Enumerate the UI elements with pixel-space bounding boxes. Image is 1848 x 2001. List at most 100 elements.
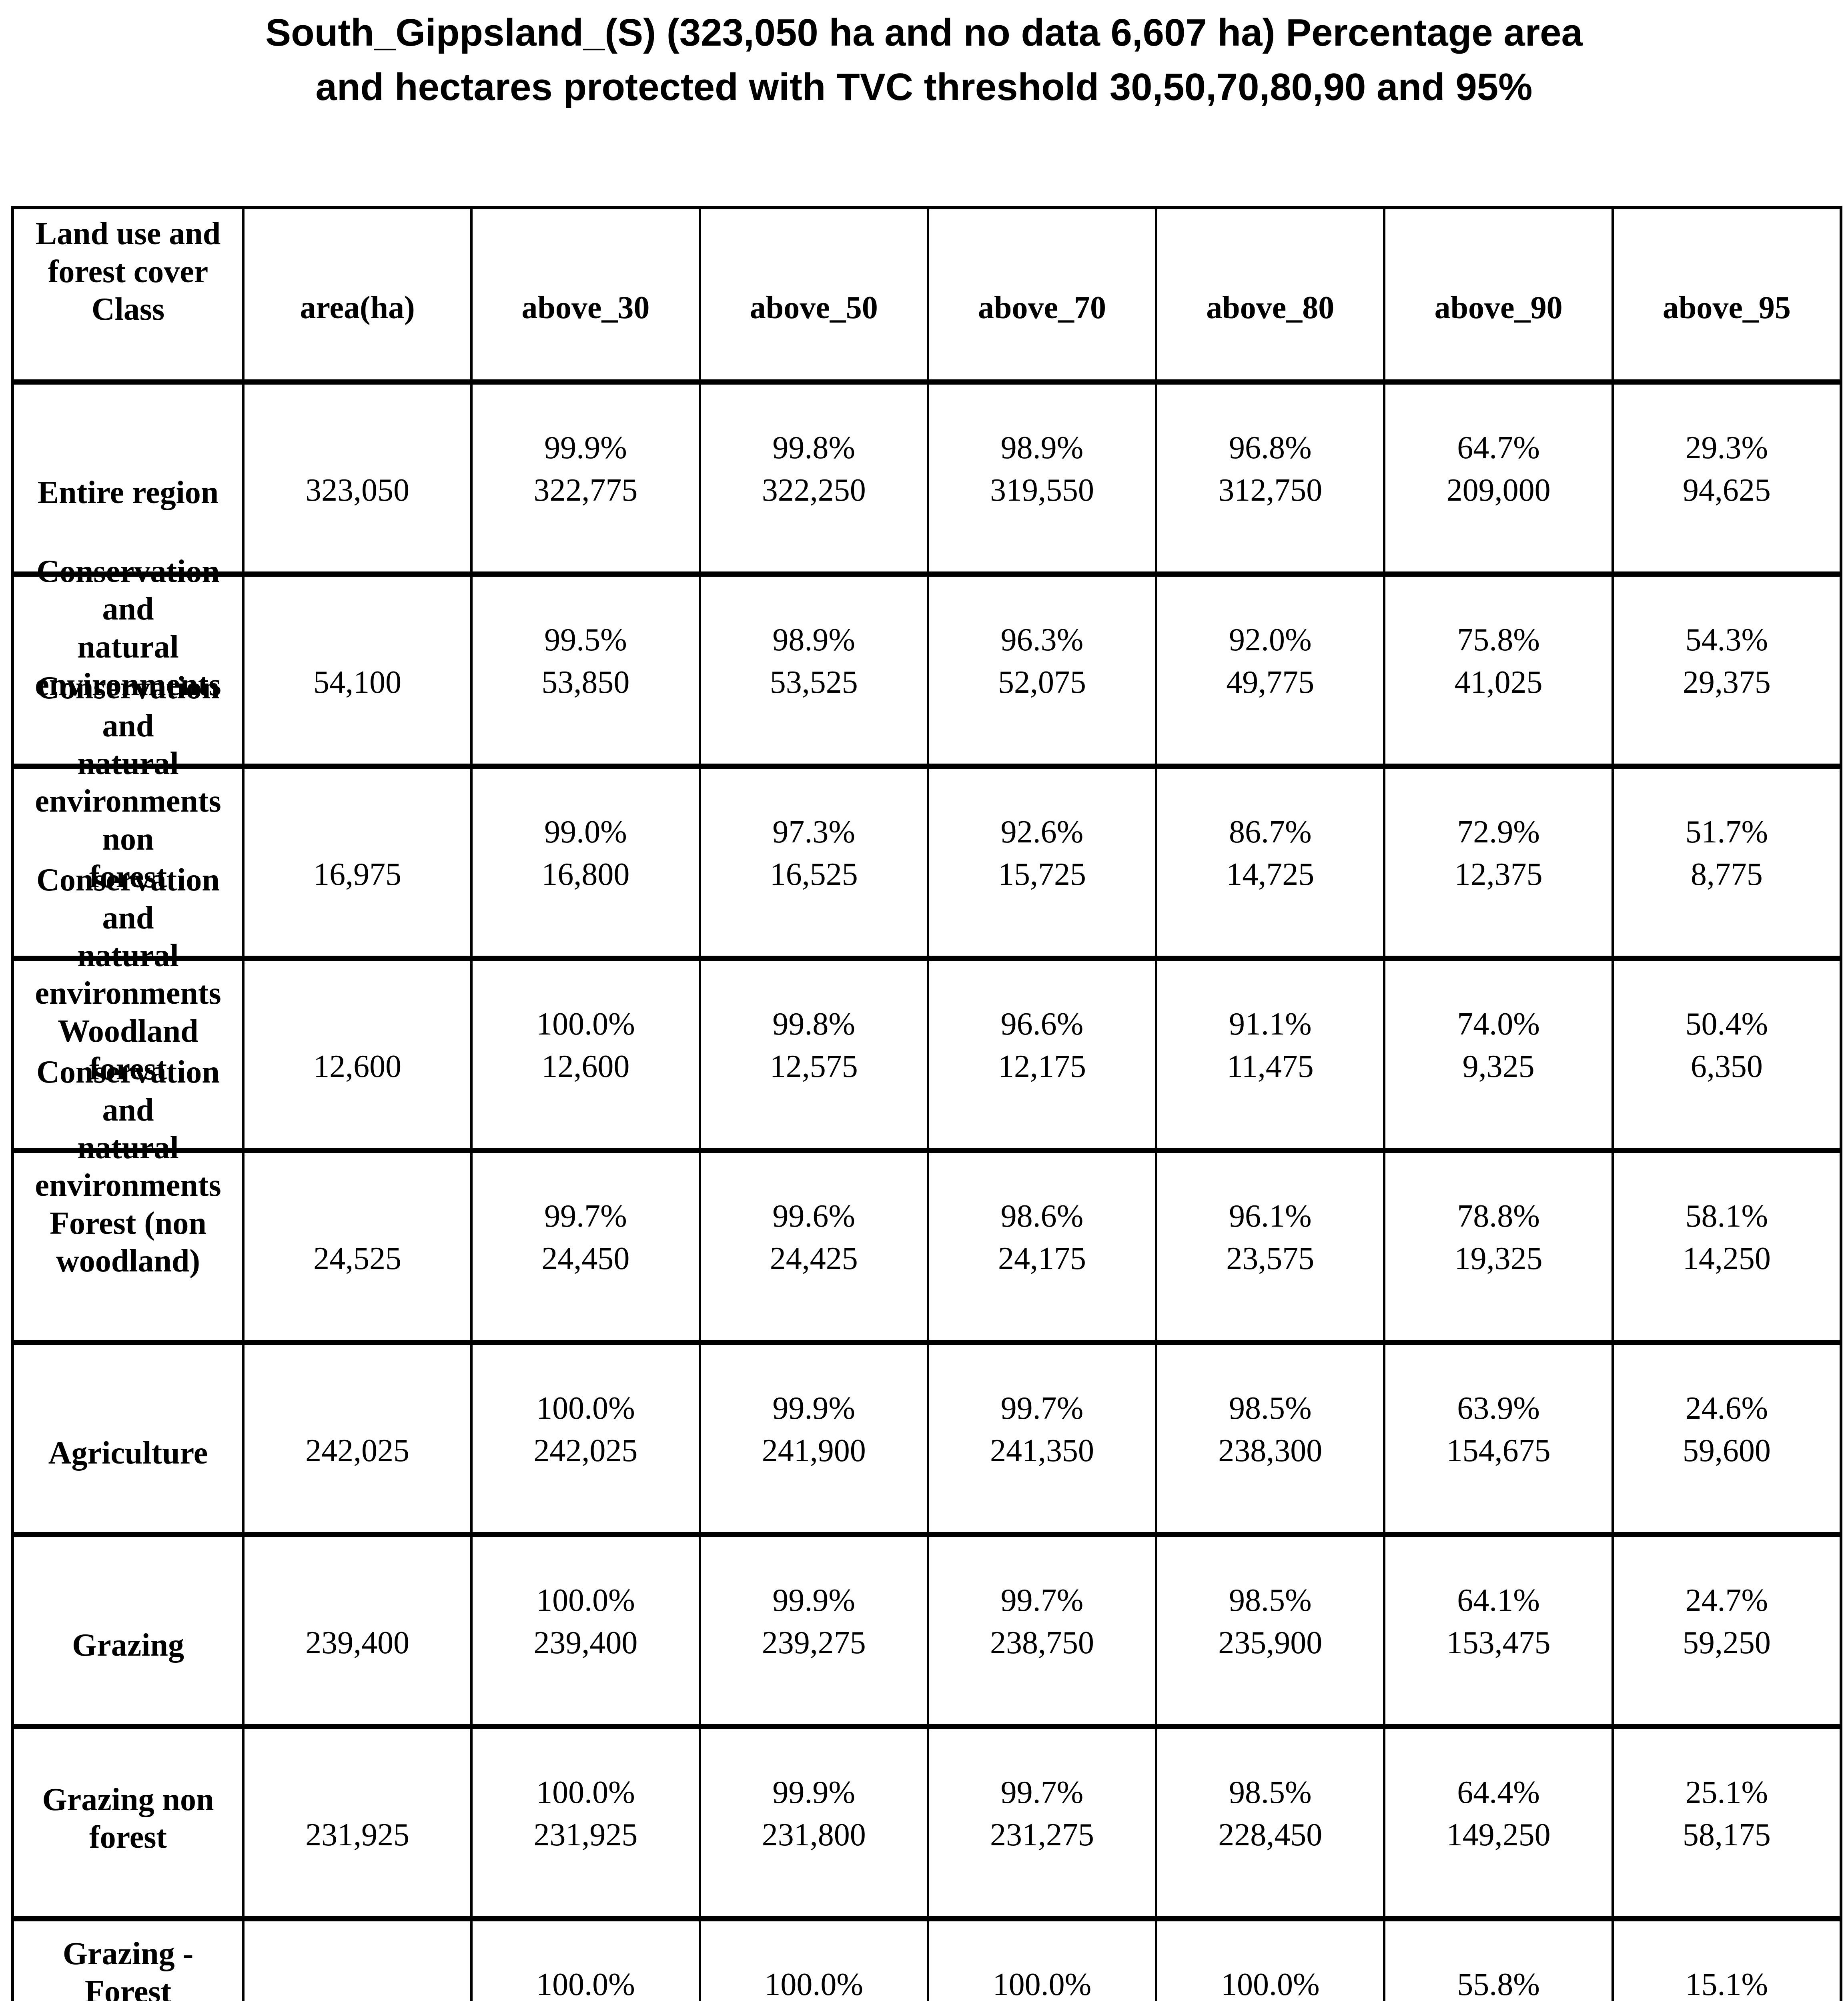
threshold-cell-text: 98.9% 319,550 <box>932 427 1152 511</box>
threshold-cell-text: 99.7% 231,275 <box>932 1772 1152 1856</box>
percent-value: 25.1% <box>1685 1775 1768 1811</box>
threshold-cell: 55.8%3,500 <box>1383 1921 1611 2001</box>
area-cell: 239,400 <box>242 1537 470 1724</box>
hectare-value: 15,725 <box>998 856 1086 892</box>
col-header: above_50 <box>698 209 927 379</box>
threshold-cell: 99.6% 24,425 <box>698 1153 927 1340</box>
threshold-cell-text: 51.7% 8,775 <box>1616 811 1837 896</box>
area-cell: 6,275 <box>242 1921 470 2001</box>
threshold-cell-text: 97.3% 16,525 <box>704 811 924 896</box>
row-label: Conservation and natural environments <box>14 554 242 764</box>
hectare-value: 8,775 <box>1690 856 1763 892</box>
percent-value: 92.0% <box>1229 622 1312 658</box>
threshold-cell-text: 99.8% 12,575 <box>704 1003 924 1088</box>
threshold-cell: 100.0%6,275 <box>926 1921 1155 2001</box>
col-header-label: Land use and forest cover Class <box>35 216 221 327</box>
threshold-cell: 100.0% 242,025 <box>470 1345 698 1532</box>
percent-value: 98.6% <box>1000 1199 1084 1234</box>
hectare-value: 154,675 <box>1446 1433 1551 1468</box>
threshold-cell: 64.4% 149,250 <box>1383 1729 1611 1916</box>
threshold-cell-text: 100.0%6,275 <box>932 1964 1152 2001</box>
percent-value: 99.7% <box>1000 1583 1084 1618</box>
percent-value: 100.0% <box>536 1391 635 1426</box>
row-label: Conservation and natural environments Wo… <box>14 862 242 1148</box>
percent-value: 100.0% <box>1221 1967 1320 2001</box>
percent-value: 64.7% <box>1457 430 1540 466</box>
row-label: Grazing <box>14 1537 242 1724</box>
threshold-cell-text: 98.9% 53,525 <box>704 619 924 704</box>
row-label-text: Agriculture <box>48 1436 208 1471</box>
percent-value: 75.8% <box>1457 622 1540 658</box>
percent-value: 51.7% <box>1685 814 1768 850</box>
threshold-cell-text: 78.8% 19,325 <box>1388 1195 1609 1280</box>
percent-value: 100.0% <box>536 1775 635 1811</box>
hectare-value: 24,175 <box>998 1241 1086 1276</box>
threshold-cell: 100.0%6,275 <box>1155 1921 1383 2001</box>
percent-value: 99.9% <box>772 1775 856 1811</box>
area-cell: 16,975 <box>242 769 470 956</box>
col-header: above_30 <box>470 209 698 379</box>
threshold-cell: 75.8% 41,025 <box>1383 577 1611 764</box>
threshold-cell-text: 50.4% 6,350 <box>1616 1003 1837 1088</box>
percent-value: 98.5% <box>1229 1391 1312 1426</box>
hectare-value: 241,900 <box>762 1433 866 1468</box>
col-header: above_70 <box>926 209 1155 379</box>
hectare-value: 14,725 <box>1226 856 1315 892</box>
percent-value: 96.6% <box>1000 1007 1084 1042</box>
threshold-cell: 99.5% 53,850 <box>470 577 698 764</box>
hectare-value: 11,475 <box>1227 1049 1314 1084</box>
col-header-label: above_90 <box>1434 290 1563 325</box>
threshold-cell-text: 58.1% 14,250 <box>1616 1195 1837 1280</box>
percent-value: 15.1% <box>1685 1967 1768 2001</box>
hectare-value: 29,375 <box>1682 664 1771 700</box>
percent-value: 96.8% <box>1229 430 1312 466</box>
percent-value: 58.1% <box>1685 1199 1768 1234</box>
threshold-cell-text: 96.8% 312,750 <box>1160 427 1381 511</box>
percent-value: 100.0% <box>536 1967 635 2001</box>
hectare-value: 59,600 <box>1682 1433 1771 1468</box>
threshold-cell: 99.8% 12,575 <box>698 961 927 1148</box>
table-row: Grazing non forest 231,925 100.0% 231,925 99… <box>14 1724 1840 1916</box>
area-cell: 323,050 <box>242 385 470 571</box>
col-header-label: above_30 <box>521 290 650 325</box>
threshold-cell: 99.7% 231,275 <box>926 1729 1155 1916</box>
hectare-value: 231,800 <box>762 1817 866 1853</box>
hectare-value: 238,300 <box>1218 1433 1323 1468</box>
threshold-cell: 15.1%950 <box>1611 1921 1840 2001</box>
percent-value: 99.9% <box>544 430 627 466</box>
hectare-value: 9,325 <box>1462 1049 1535 1084</box>
percent-value: 99.0% <box>544 814 627 850</box>
hectare-value: 149,250 <box>1446 1817 1551 1853</box>
hectare-value: 241,350 <box>990 1433 1094 1468</box>
table-row: Conservation and natural environments 54,… <box>14 554 1840 764</box>
threshold-cell: 64.7% 209,000 <box>1383 385 1611 571</box>
threshold-cell-text: 91.1% 11,475 <box>1160 1003 1381 1088</box>
threshold-cell-text: 99.7% 241,350 <box>932 1387 1152 1472</box>
percent-value: 78.8% <box>1457 1199 1540 1234</box>
hectare-value: 53,850 <box>541 664 630 700</box>
area-cell-text: 323,050 <box>305 472 410 508</box>
threshold-cell-text: 100.0%6,275 <box>1160 1964 1381 2001</box>
threshold-cell-text: 100.0% 242,025 <box>475 1387 696 1472</box>
threshold-cell-text: 96.6% 12,175 <box>932 1003 1152 1088</box>
threshold-cell: 98.5% 228,450 <box>1155 1729 1383 1916</box>
hectare-value: 12,575 <box>770 1049 858 1084</box>
hectare-value: 231,925 <box>533 1817 638 1853</box>
col-header-label: above_50 <box>750 290 878 325</box>
percent-value: 100.0% <box>992 1967 1092 2001</box>
threshold-cell-text: 99.6% 24,425 <box>704 1195 924 1280</box>
threshold-cell: 97.3% 16,525 <box>698 769 927 956</box>
col-header-label: above_70 <box>978 290 1106 325</box>
threshold-cell-text: 24.6% 59,600 <box>1616 1387 1837 1472</box>
threshold-cell-text: 99.8% 322,250 <box>704 427 924 511</box>
area-cell-text: 239,400 <box>305 1625 410 1660</box>
threshold-cell-text: 100.0% 12,600 <box>475 1003 696 1088</box>
threshold-cell: 98.6% 24,175 <box>926 1153 1155 1340</box>
threshold-cell-text: 100.0%6,275 <box>475 1964 696 2001</box>
table-row: Grazing - Forest (non woodland)6,275100.… <box>14 1916 1840 2001</box>
percent-value: 98.5% <box>1229 1775 1312 1811</box>
threshold-cell-text: 99.7% 24,450 <box>475 1195 696 1280</box>
hectare-value: 312,750 <box>1218 472 1323 508</box>
hectare-value: 239,275 <box>762 1625 866 1660</box>
threshold-cell-text: 64.4% 149,250 <box>1388 1772 1609 1856</box>
